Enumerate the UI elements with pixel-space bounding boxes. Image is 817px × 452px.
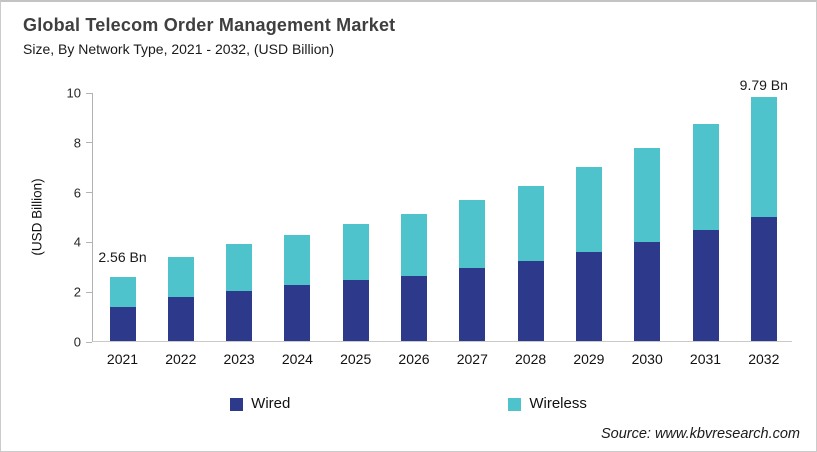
bar-segment-wired	[517, 260, 544, 341]
y-tick-mark	[86, 291, 92, 293]
y-tick-label: 10	[66, 85, 81, 101]
bar-2029	[575, 167, 602, 341]
y-tick-mark	[86, 192, 92, 194]
x-axis-label-2032: 2032	[748, 351, 780, 367]
x-axis-label-2029: 2029	[573, 351, 605, 367]
x-axis-label-2031: 2031	[689, 351, 722, 367]
value-annotation-2021: 2.56 Bn	[98, 249, 147, 266]
bar-segment-wireless	[167, 257, 194, 298]
bar-segment-wired	[692, 229, 719, 341]
y-tick-mark	[86, 241, 92, 243]
chart-subtitle: Size, By Network Type, 2021 - 2032, (USD…	[23, 41, 334, 57]
x-axis-label-2025: 2025	[340, 351, 372, 367]
plot-area: (USD Billion) 0 2 4 6 8 10 2.56 Bn 2021 2022 2023…	[30, 77, 792, 367]
x-axis-label-2030: 2030	[631, 351, 663, 367]
bar-segment-wireless	[226, 243, 253, 291]
y-axis-title: (USD Billion)	[29, 178, 45, 256]
y-tick-mark	[86, 92, 92, 94]
bar-2021: 2.56 Bn	[98, 249, 147, 341]
bar-segment-wired	[284, 285, 311, 341]
bar-2022	[167, 257, 194, 341]
bar-segment-wired	[342, 280, 369, 341]
legend-item-wired: Wired	[230, 395, 290, 412]
y-tick-label: 0	[73, 334, 81, 350]
bar-segment-wired	[634, 241, 661, 341]
bar-2025	[342, 224, 369, 341]
bar-segment-wireless	[459, 200, 486, 269]
x-axis-label-2027: 2027	[456, 351, 488, 367]
legend-label-wireless: Wireless	[529, 395, 587, 412]
y-tick-label: 4	[73, 234, 81, 250]
bar-2032: 9.79 Bn	[740, 77, 788, 341]
legend-swatch-wired	[230, 397, 244, 411]
x-axis-label-2028: 2028	[515, 351, 547, 367]
bar-segment-wireless	[750, 97, 777, 217]
y-tick-label: 2	[73, 284, 81, 300]
bar-segment-wireless	[517, 186, 544, 261]
value-annotation-2032: 9.79 Bn	[739, 77, 788, 94]
bar-segment-wireless	[634, 148, 661, 242]
bar-2027	[459, 200, 486, 341]
bar-2023	[226, 243, 253, 341]
bar-segment-wireless	[692, 124, 719, 230]
bar-2031	[692, 124, 719, 341]
x-axis-label-2026: 2026	[398, 351, 430, 367]
bar-segment-wired	[401, 275, 427, 341]
chart-header: Global Telecom Order Management Market S…	[23, 15, 395, 57]
bar-segment-wired	[167, 297, 194, 341]
bar-segment-wireless	[109, 277, 136, 308]
bar-segment-wired	[575, 252, 602, 341]
y-tick-mark	[86, 142, 92, 144]
bar-2028	[517, 186, 544, 341]
bar-segment-wireless	[401, 213, 427, 276]
legend: Wired Wireless	[1, 395, 816, 412]
y-tick-label: 6	[73, 185, 81, 201]
legend-label-wired: Wired	[251, 395, 291, 412]
bar-segment-wired	[109, 307, 136, 341]
source-text: Source: www.kbvresearch.com	[600, 426, 800, 442]
y-tick-mark	[86, 341, 92, 343]
legend-swatch-wireless	[508, 397, 522, 411]
bar-segment-wireless	[342, 224, 369, 281]
x-axis-label-2024: 2024	[281, 351, 313, 367]
x-axis-label-2023: 2023	[223, 351, 255, 367]
bar-segment-wireless	[575, 167, 602, 253]
y-tick-label: 8	[73, 135, 81, 151]
bar-2026	[401, 213, 427, 341]
chart-title: Global Telecom Order Management Market	[23, 15, 396, 35]
x-axis-label-2022: 2022	[165, 351, 197, 367]
bar-segment-wired	[226, 290, 253, 341]
x-axis-label-2021: 2021	[106, 351, 139, 367]
bar-segment-wired	[750, 216, 777, 341]
bar-segment-wireless	[284, 234, 311, 286]
bar-2030	[634, 148, 661, 341]
bar-2024	[284, 234, 311, 341]
bar-segment-wired	[459, 268, 486, 341]
legend-item-wireless: Wireless	[508, 395, 587, 412]
